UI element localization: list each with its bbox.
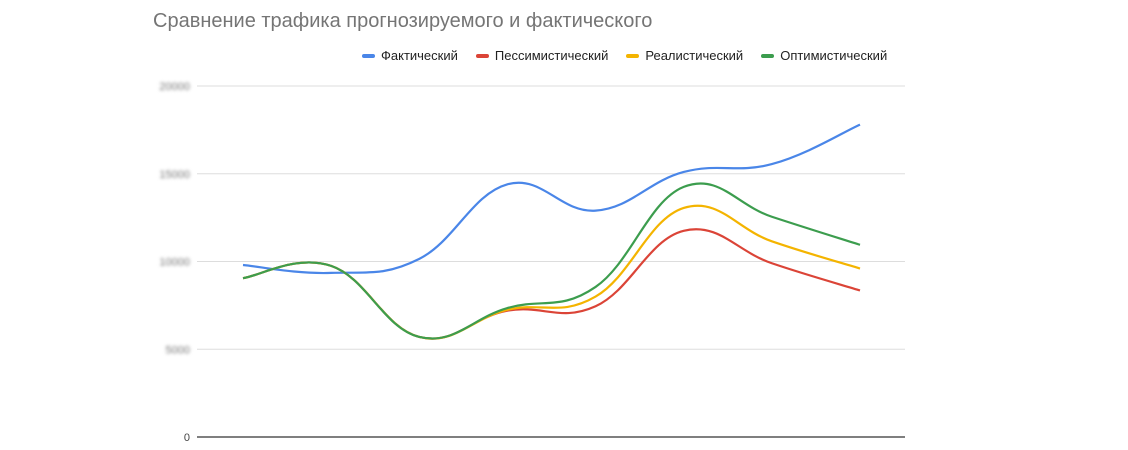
y-tick-label: 15000 [159,169,190,181]
legend-label: Фактический [381,48,458,63]
legend-swatch [362,53,375,58]
legend-item[interactable]: Оптимистический [761,48,887,63]
legend-swatch [761,53,775,58]
series-line-0[interactable] [242,123,861,275]
y-tick-label: 20000 [159,81,190,93]
legend-label: Оптимистический [780,48,888,63]
y-tick-label: 0 [184,432,190,444]
legend-swatch [626,53,640,58]
legend-item[interactable]: Пессимистический [475,48,609,63]
legend-label: Реалистический [645,48,744,63]
legend-item[interactable]: Реалистический [626,48,743,63]
series-line-3[interactable] [242,182,861,340]
legend-item[interactable]: Фактический [362,48,458,63]
y-tick-label: 5000 [166,344,190,356]
legend-label: Пессимистический [494,48,609,63]
legend-swatch [475,53,489,58]
legend: Фактический Пессимистический Реалистически… [362,48,887,63]
y-tick-label: 10000 [159,257,190,269]
series-line-1[interactable] [242,228,861,340]
chart-title: Сравнение трафика прогнозируемого и факт… [153,10,653,32]
